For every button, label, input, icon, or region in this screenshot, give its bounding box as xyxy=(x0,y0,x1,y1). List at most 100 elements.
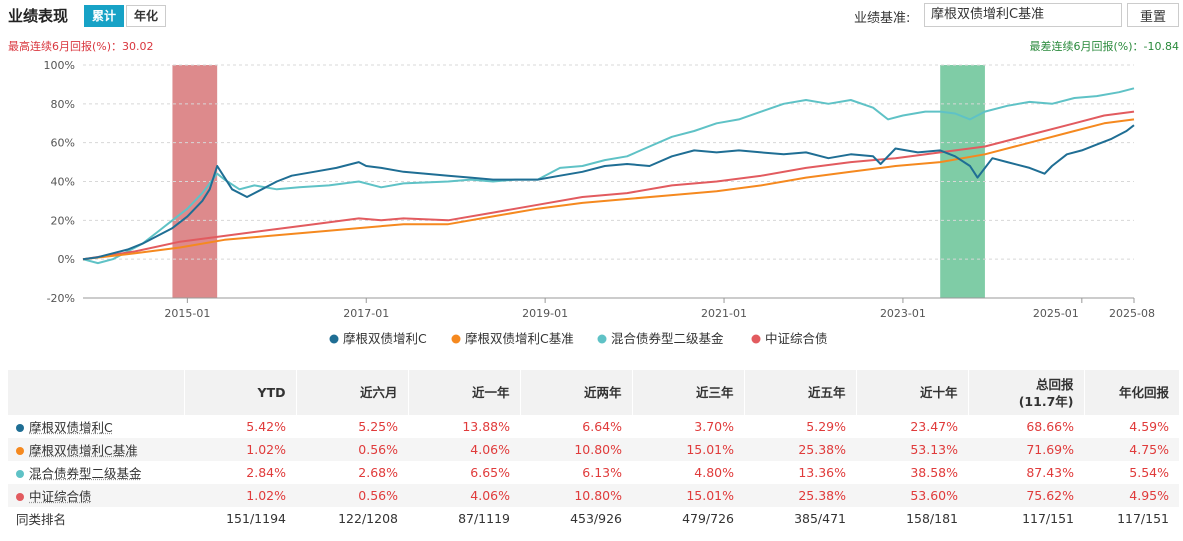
column-header: 总回报 (11.7年) xyxy=(967,370,1084,415)
table-header-row: YTD 近六月 近一年 近两年 近三年 近五年 近十年 总回报 (11.7年) 年化回报 xyxy=(8,370,1179,415)
table-cell: 10.80% xyxy=(520,484,632,507)
benchmark-select[interactable]: 摩根双债增利C基准 xyxy=(924,3,1122,27)
x-tick-label: 2025-08 xyxy=(1109,307,1155,320)
row-name: 摩根双债增利C xyxy=(8,415,184,438)
y-tick-label: 80% xyxy=(51,98,75,111)
row-name-link[interactable]: 摩根双债增利C xyxy=(29,420,113,435)
table-cell: 38.58% xyxy=(910,465,958,480)
table-cell: 4.95% xyxy=(1084,484,1179,507)
column-header: YTD xyxy=(183,370,296,415)
table-cell: 1.02% xyxy=(184,438,296,461)
table-cell: 158/181 xyxy=(906,511,958,526)
table-cell: 6.64% xyxy=(582,419,622,434)
table-cell: 5.54% xyxy=(1129,465,1169,480)
table-cell: 71.69% xyxy=(968,438,1084,461)
y-tick-label: 60% xyxy=(51,137,75,150)
x-tick-label: 2021-01 xyxy=(701,307,747,320)
tab-annualized[interactable]: 年化 xyxy=(126,5,167,27)
table-cell: 4.80% xyxy=(694,465,734,480)
table-cell: 3.70% xyxy=(694,419,734,434)
tab-cumulative[interactable]: 累计 xyxy=(84,5,125,27)
benchmark-label: 业绩基准: xyxy=(854,11,911,26)
table-cell: 25.38% xyxy=(744,438,856,461)
y-tick-label: 0% xyxy=(58,253,75,266)
column-header: 近两年 xyxy=(519,370,632,415)
row-name: 中证综合债 xyxy=(8,484,184,507)
column-header xyxy=(8,370,184,415)
table-cell: 479/726 xyxy=(682,511,734,526)
table-cell: 0.56% xyxy=(296,484,408,507)
table-cell: 2.68% xyxy=(358,465,398,480)
table-cell: 0.56% xyxy=(296,438,408,461)
rank-row-label: 同类排名 xyxy=(16,512,67,527)
reset-button[interactable]: 重置 xyxy=(1127,3,1179,27)
table-cell: 151/1194 xyxy=(226,511,286,526)
max-drawdown-stat: 最差连续6月回报(%)：-10.84 xyxy=(1029,40,1180,53)
table-cell: 453/926 xyxy=(570,511,622,526)
table-row: 混合债券型二级基金 2.84% 2.68% 6.65% 6.13% 4.80% 13.36%… xyxy=(8,461,1179,484)
table-cell: 53.60% xyxy=(856,484,968,507)
series-line-fund xyxy=(82,124,1135,261)
legend-marker-category xyxy=(597,334,607,344)
table-cell: 23.47% xyxy=(910,419,958,434)
table-cell: 13.88% xyxy=(462,419,510,434)
y-tick-label: 40% xyxy=(51,176,75,189)
column-header: 近三年 xyxy=(631,370,744,415)
row-name-link[interactable]: 中证综合债 xyxy=(29,489,92,504)
table-cell: 10.80% xyxy=(520,438,632,461)
performance-chart: -20% 0% 20% 40% 60% 80% 100% 2015-01 2017-01 2019… xyxy=(44,59,1155,346)
series-dot xyxy=(16,447,24,455)
table-cell: 4.59% xyxy=(1129,419,1169,434)
legend-marker-index xyxy=(751,334,761,344)
legend-label-index: 中证综合债 xyxy=(765,331,828,346)
table-cell: 25.38% xyxy=(744,484,856,507)
legend-label-benchmark: 摩根双债增利C基准 xyxy=(465,331,574,346)
table-cell: 1.02% xyxy=(184,484,296,507)
table-cell: 15.01% xyxy=(632,484,744,507)
table-cell: 122/1208 xyxy=(338,511,398,526)
table-cell: 6.65% xyxy=(470,465,510,480)
table-cell: 5.29% xyxy=(806,419,846,434)
y-tick-label: 100% xyxy=(44,59,75,72)
table-cell: 75.62% xyxy=(968,484,1084,507)
x-tick-label: 2019-01 xyxy=(522,307,568,320)
rank-row: 同类排名 151/1194 122/1208 87/1119 453/926 479/72… xyxy=(8,507,1179,530)
y-tick-label: 20% xyxy=(51,214,75,227)
section-title: 业绩表现 xyxy=(8,7,69,25)
column-header: 年化回报 xyxy=(1083,370,1179,415)
legend-marker-benchmark xyxy=(451,334,461,344)
legend-marker-fund xyxy=(329,334,339,344)
column-header: 近一年 xyxy=(407,370,520,415)
x-tick-label: 2023-01 xyxy=(880,307,926,320)
series-line-benchmark xyxy=(82,118,1135,261)
row-name: 摩根双债增利C基准 xyxy=(8,438,184,461)
header: 业绩表现 累计 年化 业绩基准: 摩根双债增利C基准 重置 xyxy=(0,0,1183,32)
row-name-link[interactable]: 混合债券型二级基金 xyxy=(29,466,142,481)
table-cell: 13.36% xyxy=(798,465,846,480)
column-header: 近六月 xyxy=(295,370,408,415)
table-cell: 385/471 xyxy=(794,511,846,526)
table-cell: 5.42% xyxy=(246,419,286,434)
table-cell: 53.13% xyxy=(856,438,968,461)
series-dot xyxy=(16,470,24,478)
series-dot xyxy=(16,493,24,501)
series-line-index xyxy=(82,110,1135,261)
table-row: 摩根双债增利C 5.42% 5.25% 13.88% 6.64% 3.70% 5.29% 23… xyxy=(8,415,1179,438)
table-cell: 117/151 xyxy=(1022,511,1074,526)
table-cell: 4.06% xyxy=(408,484,520,507)
column-header: 近五年 xyxy=(743,370,856,415)
table-cell: 6.13% xyxy=(582,465,622,480)
view-tabs: 累计 年化 xyxy=(84,5,167,27)
table-cell: 87/1119 xyxy=(458,511,510,526)
table-cell: 117/151 xyxy=(1117,511,1169,526)
table-cell: 5.25% xyxy=(358,419,398,434)
table-row: 中证综合债 1.02% 0.56% 4.06% 10.80% 15.01% 25.38% 53… xyxy=(8,484,1179,507)
table-cell: 15.01% xyxy=(632,438,744,461)
legend-label-category: 混合债券型二级基金 xyxy=(611,331,724,346)
row-name: 混合债券型二级基金 xyxy=(8,461,184,484)
table-cell: 4.06% xyxy=(408,438,520,461)
row-name-link[interactable]: 摩根双债增利C基准 xyxy=(29,443,138,458)
legend-label-fund: 摩根双债增利C xyxy=(343,331,427,346)
table-cell: 2.84% xyxy=(246,465,286,480)
table-cell: 68.66% xyxy=(1026,419,1074,434)
